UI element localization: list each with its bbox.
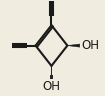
Text: OH: OH [81,39,99,52]
Text: OH: OH [42,80,60,93]
Polygon shape [67,44,80,47]
